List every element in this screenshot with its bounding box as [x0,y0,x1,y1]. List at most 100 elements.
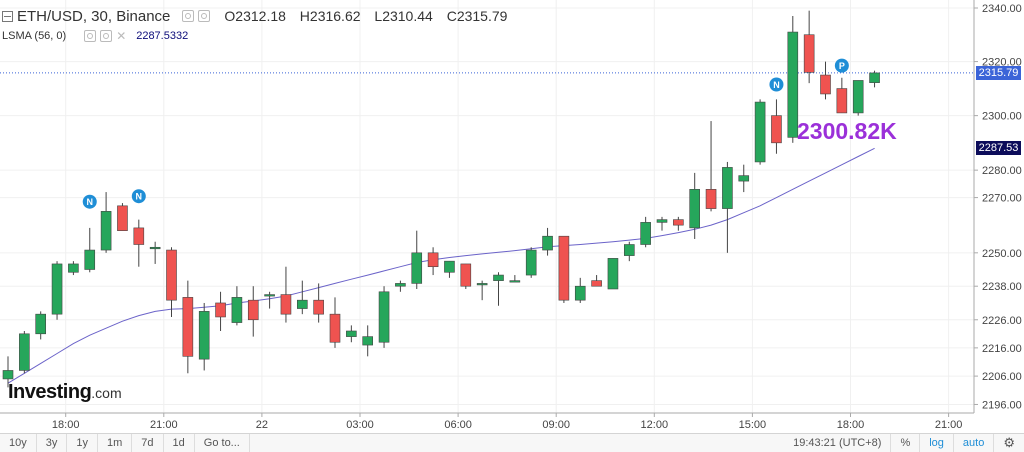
candle-up [509,280,521,283]
gear-icon[interactable]: ⚙ [993,434,1024,452]
log-toggle[interactable]: log [919,434,953,452]
time-tick-label: 21:00 [150,419,178,431]
open-value: O2312.18 [224,8,286,24]
logo-main: Investing [8,381,92,403]
candle-up [722,167,733,209]
candle-down [329,313,341,343]
time-tick-label: 09:00 [542,419,570,431]
marker-n-icon: N [769,77,784,92]
event-markers[interactable]: N N N P [82,58,849,209]
candle-up [231,297,243,323]
collapse-icon[interactable] [2,10,13,22]
candle-up [51,263,63,315]
range-1m-button[interactable]: 1m [98,434,133,452]
candle-up [787,31,799,138]
eye-icon[interactable] [182,10,195,22]
indicator-name[interactable]: LSMA (56, 0) [2,30,67,42]
candle-up [411,252,423,284]
time-tick-label: 15:00 [739,419,767,431]
time-tick-label: 22 [256,419,268,431]
candle-up [346,330,357,337]
candle-up [738,175,750,182]
candle-up [84,249,96,270]
candle-up [689,189,701,229]
candle-down [182,297,194,357]
clock-time: 19:43:21 [793,437,836,449]
range-1d-button[interactable]: 1d [164,434,195,452]
marker-circle [82,194,97,209]
candle-up [444,260,455,273]
range-10y-button[interactable]: 10y [0,434,37,452]
settings-icon[interactable] [100,30,113,42]
price-tick-label: 2238.00 [982,281,1022,293]
range-1y-button[interactable]: 1y [67,434,98,452]
lsma-line [7,147,875,384]
investing-logo: Investing.com [8,381,122,404]
time-tick-label: 03:00 [346,419,374,431]
candle-up [198,311,210,360]
candle-down [215,302,226,318]
candle-up [476,283,488,286]
marker-p-icon: P [834,58,849,73]
price-tick-label: 2226.00 [982,315,1022,327]
price-tick-label: 2196.00 [982,399,1022,411]
logo-suffix: .com [91,385,122,401]
range-3y-button[interactable]: 3y [37,434,68,452]
candle-down [820,74,831,95]
candle-down [117,205,128,231]
candle-down [771,115,782,144]
symbol-title[interactable]: ETH/USD, 30, Binance [17,7,171,25]
price-annotation: 2300.82K [797,118,897,144]
candle-up [869,72,880,83]
goto-button[interactable]: Go to... [195,434,250,452]
time-tick-label: 18:00 [52,419,80,431]
clock-timezone[interactable]: (UTC+8) [838,437,882,449]
candle-up [68,263,79,273]
candle-up [640,222,651,245]
price-tick-label: 2250.00 [982,248,1022,260]
toolbar-right: 19:43:21 (UTC+8) % log auto ⚙ [784,434,1024,452]
marker-label: N [136,192,143,202]
time-tick-label: 21:00 [935,419,963,431]
price-tick-label: 2206.00 [982,371,1022,383]
time-tick-label: 18:00 [837,419,865,431]
candles [2,10,880,388]
time-tick-label: 12:00 [641,419,669,431]
settings-icon[interactable] [198,10,211,22]
clock: 19:43:21 (UTC+8) [784,434,890,452]
candle-down [558,235,570,301]
indicator-value: 2287.5332 [136,30,189,42]
auto-toggle[interactable]: auto [952,434,993,452]
candle-up [525,249,537,276]
candle-down [836,88,848,114]
candle-up [149,246,161,250]
close-icon[interactable]: ✕ [116,29,127,43]
candle-down [673,219,684,226]
time-axis[interactable]: 18:00 21:00 22 03:00 06:00 09:00 12:00 15:00 18:… [52,413,962,431]
candle-down [166,249,177,301]
marker-label: N [773,80,780,90]
indicator-legend: LSMA (56, 0) ✕ 2287.5332 [0,28,188,44]
marker-label: N [87,197,94,207]
price-axis[interactable]: 2196.00 2206.00 2216.00 2226.00 2238.00 2250.… [974,3,1022,411]
candle-up [395,283,406,287]
candle-down [427,252,439,268]
marker-circle [834,58,849,73]
percent-toggle[interactable]: % [890,434,919,452]
candle-up [852,80,864,114]
marker-circle [769,77,784,92]
chart-header: ETH/USD, 30, Binance O2312.18 H2316.62 L… [0,5,517,27]
candle-down [313,299,324,315]
marker-label: P [839,61,845,71]
ohlc-values: O2312.18 H2316.62 L2310.44 C2315.79 [224,8,517,24]
high-value: H2316.62 [299,8,361,24]
candle-down [133,227,145,245]
candle-up [100,211,112,251]
eye-icon[interactable] [84,30,97,42]
last-price-label: 2315.79 [976,65,1021,80]
price-tick-label: 2320.00 [982,57,1022,69]
close-value: C2315.79 [446,8,508,24]
price-tick-label: 2270.00 [982,193,1022,205]
range-7d-button[interactable]: 7d [132,434,164,452]
